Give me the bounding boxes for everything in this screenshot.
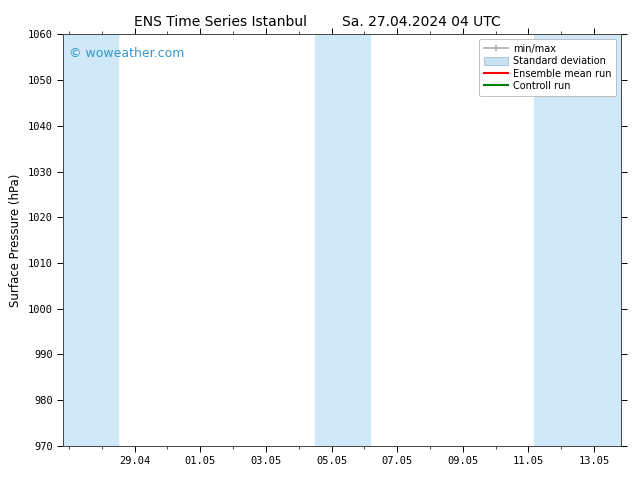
Y-axis label: Surface Pressure (hPa): Surface Pressure (hPa) (10, 173, 22, 307)
Text: ENS Time Series Istanbul        Sa. 27.04.2024 04 UTC: ENS Time Series Istanbul Sa. 27.04.2024 … (134, 15, 500, 29)
Bar (315, 34, 370, 446)
Text: © woweather.com: © woweather.com (69, 47, 184, 60)
Bar (534, 34, 621, 446)
Bar (63, 34, 118, 446)
Legend: min/max, Standard deviation, Ensemble mean run, Controll run: min/max, Standard deviation, Ensemble me… (479, 39, 616, 96)
